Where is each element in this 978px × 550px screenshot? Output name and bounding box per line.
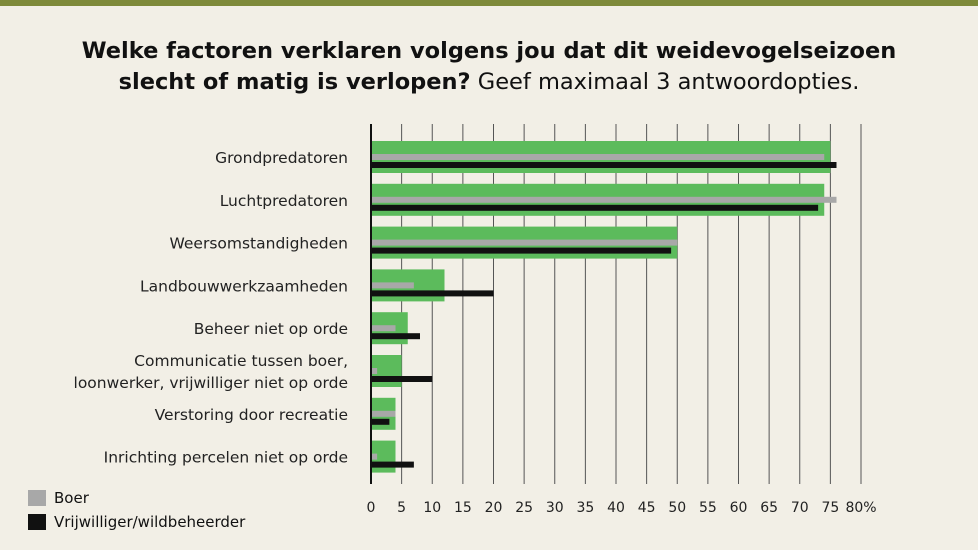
x-tick-label-50: 50: [668, 500, 686, 516]
legend-item-boer: Boer: [28, 486, 245, 510]
bar-vrijwilliger-1: [371, 204, 819, 211]
bar-boer-5: [371, 368, 378, 374]
title-instruction: Geef maximaal 3 antwoordopties.: [477, 69, 860, 95]
legend: Boer Vrijwilliger/wildbeheerder: [28, 486, 245, 534]
bar-boer-1: [371, 196, 837, 203]
category-label-6: Verstoring door recreatie: [155, 406, 348, 424]
bar-vrijwilliger-0: [371, 162, 837, 168]
x-tick-label-65: 65: [760, 500, 778, 516]
x-tick-label-70: 70: [791, 500, 809, 516]
bar-boer-3: [371, 282, 414, 289]
category-label-4: Beheer niet op orde: [194, 320, 348, 338]
bar-boer-0: [371, 154, 825, 160]
category-label-1: Luchtpredatoren: [220, 192, 348, 210]
chart-title: Welke factoren verklaren volgens jou dat…: [40, 36, 938, 98]
bar-boer-2: [371, 239, 678, 246]
x-tick-label-55: 55: [699, 500, 717, 516]
bar-boer-7: [371, 453, 378, 460]
x-tick-label-5: 5: [397, 500, 406, 516]
bar-boer-6: [371, 410, 396, 417]
legend-label-vrijwilliger: Vrijwilliger/wildbeheerder: [54, 513, 246, 531]
x-tick-label-20: 20: [485, 500, 503, 516]
bar-vrijwilliger-5: [371, 376, 433, 382]
bar-vrijwilliger-6: [371, 418, 390, 425]
x-tick-label-35: 35: [576, 500, 594, 516]
top-rule: [0, 0, 978, 6]
category-label-2: Weersomstandigheden: [169, 235, 348, 253]
legend-label-boer: Boer: [54, 489, 89, 507]
category-label-5-0: Communicatie tussen boer,: [134, 352, 348, 370]
x-tick-label-25: 25: [515, 500, 533, 516]
bar-boer-4: [371, 325, 396, 332]
bar-vrijwilliger-7: [371, 461, 414, 468]
x-tick-label-45: 45: [638, 500, 656, 516]
bar-vrijwilliger-3: [371, 290, 494, 297]
x-tick-label-0: 0: [367, 500, 376, 516]
legend-item-vrijwilliger: Vrijwilliger/wildbeheerder: [28, 510, 245, 534]
category-label-7: Inrichting percelen niet op orde: [104, 449, 348, 467]
category-label-5-1: loonwerker, vrijwilliger niet op orde: [74, 374, 348, 392]
x-tick-label-30: 30: [546, 500, 564, 516]
title-question: Welke factoren verklaren volgens jou dat…: [81, 38, 897, 95]
x-tick-label-60: 60: [730, 500, 748, 516]
x-tick-label-80: 80%: [845, 500, 876, 516]
bar-vrijwilliger-2: [371, 247, 672, 254]
x-tick-label-15: 15: [454, 500, 472, 516]
x-tick-label-10: 10: [423, 500, 441, 516]
category-label-0: Grondpredatoren: [215, 149, 348, 167]
x-tick-label-75: 75: [821, 500, 839, 516]
category-label-3: Landbouwwerkzaamheden: [140, 277, 348, 295]
legend-swatch-vrijwilliger: [28, 514, 46, 530]
legend-swatch-boer: [28, 490, 46, 506]
x-tick-label-40: 40: [607, 500, 625, 516]
bar-vrijwilliger-4: [371, 333, 420, 340]
